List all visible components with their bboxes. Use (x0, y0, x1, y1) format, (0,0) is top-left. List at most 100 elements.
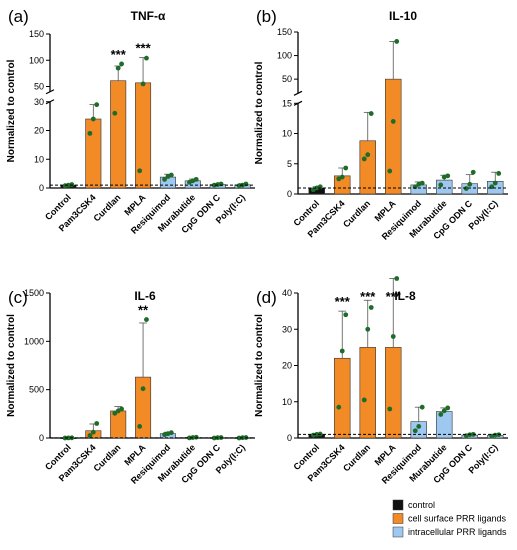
legend: control cell surface PRR ligands intracell… (392, 499, 507, 538)
data-point (416, 424, 422, 429)
data-point (112, 410, 118, 416)
bar (334, 357, 351, 439)
data-point (162, 176, 167, 182)
chart-title: IL-10 (389, 9, 417, 23)
data-point (492, 180, 498, 186)
category-label: Curdlan (91, 192, 122, 223)
bar (359, 140, 376, 195)
y-tick-label: 0 (39, 433, 44, 443)
data-point (193, 434, 199, 440)
significance-label: *** (111, 47, 127, 62)
panel-letter: (b) (256, 7, 277, 26)
y-tick-label: 0 (287, 433, 292, 443)
y-tick-label: 20 (282, 361, 292, 371)
data-point (112, 110, 118, 116)
y-axis-label: Normalized to control (6, 59, 17, 162)
legend-label: intracellular PRR ligands (408, 527, 507, 537)
y-tick-label: 10 (34, 154, 44, 164)
chart-title: TNF-α (131, 9, 166, 23)
legend-swatch (392, 526, 404, 538)
bar (359, 347, 376, 439)
data-point (467, 181, 473, 187)
y-tick-label: 20 (34, 126, 44, 136)
legend-label: control (408, 500, 435, 510)
y-tick-label: 50 (34, 82, 44, 92)
axis-break-mark (45, 99, 55, 105)
data-point (168, 172, 174, 178)
y-tick-label: 50 (282, 74, 292, 84)
legend-swatch (392, 513, 404, 524)
data-point (368, 305, 374, 310)
category-label: Curdlan (341, 198, 372, 229)
data-point (470, 169, 476, 175)
data-point (387, 406, 393, 412)
axis-break-mark (45, 89, 55, 95)
y-tick-label: 100 (277, 51, 292, 61)
category-label: Curdlan (91, 442, 122, 473)
data-point (339, 174, 345, 180)
y-tick-label: 500 (29, 385, 44, 395)
y-tick-label: 100 (29, 55, 44, 65)
y-axis-label: Normalized to control (6, 314, 17, 417)
legend-swatch (392, 499, 404, 511)
y-tick-label: 150 (29, 29, 44, 39)
data-point (119, 61, 124, 67)
axis-break-mark (293, 90, 303, 96)
data-point (441, 408, 447, 414)
data-point (243, 181, 249, 187)
data-point (361, 156, 367, 162)
y-tick-label: 10 (282, 129, 292, 139)
bar (135, 82, 152, 189)
data-point (438, 412, 444, 417)
bar (135, 376, 152, 439)
chart-panel-a: (a) TNF-α 0 10 20 30 50 100 150 Normalized to con… (6, 7, 255, 236)
data-point (94, 102, 100, 108)
data-point (412, 428, 418, 434)
data-point (387, 168, 393, 174)
data-point (140, 386, 146, 392)
bar (110, 80, 127, 189)
chart-panel-b: (b) IL-10 0 5 10 15 50 100 150 Normalized to cont… (254, 7, 508, 242)
legend-label: cell surface PRR ligands (408, 514, 507, 524)
data-point (69, 182, 75, 187)
panel-letter: (a) (8, 7, 29, 26)
axis-break-mark (293, 100, 303, 106)
data-point (390, 334, 396, 339)
y-tick-label: 30 (282, 324, 292, 334)
y-tick-label: 10 (282, 397, 292, 407)
data-point (168, 430, 174, 436)
data-point (368, 111, 374, 116)
data-point (343, 165, 349, 171)
chart-title: IL-8 (394, 289, 416, 303)
bar (385, 78, 402, 195)
y-tick-label: 15 (282, 98, 292, 108)
data-point (390, 119, 396, 124)
bar (385, 347, 402, 439)
data-point (438, 182, 444, 188)
data-point (365, 326, 371, 332)
y-tick-label: 1500 (24, 288, 44, 298)
data-point (137, 168, 143, 174)
data-point (394, 39, 400, 44)
y-tick-label: 5 (287, 159, 292, 169)
data-point (90, 116, 96, 122)
data-point (339, 348, 345, 354)
bar (436, 179, 453, 195)
y-tick-label: 1000 (24, 336, 44, 346)
data-point (343, 312, 349, 318)
data-point (137, 424, 143, 429)
data-point (94, 421, 100, 426)
data-point (115, 65, 121, 71)
category-label: Curdlan (341, 442, 372, 473)
data-point (140, 81, 146, 87)
bar (110, 410, 127, 439)
data-point (87, 130, 93, 136)
significance-label: *** (360, 289, 376, 304)
y-tick-label: 40 (282, 288, 292, 298)
data-point (90, 429, 96, 435)
data-point (496, 171, 502, 176)
panel-letter: (d) (256, 288, 277, 307)
data-point (445, 405, 451, 411)
significance-label: ** (138, 303, 149, 318)
